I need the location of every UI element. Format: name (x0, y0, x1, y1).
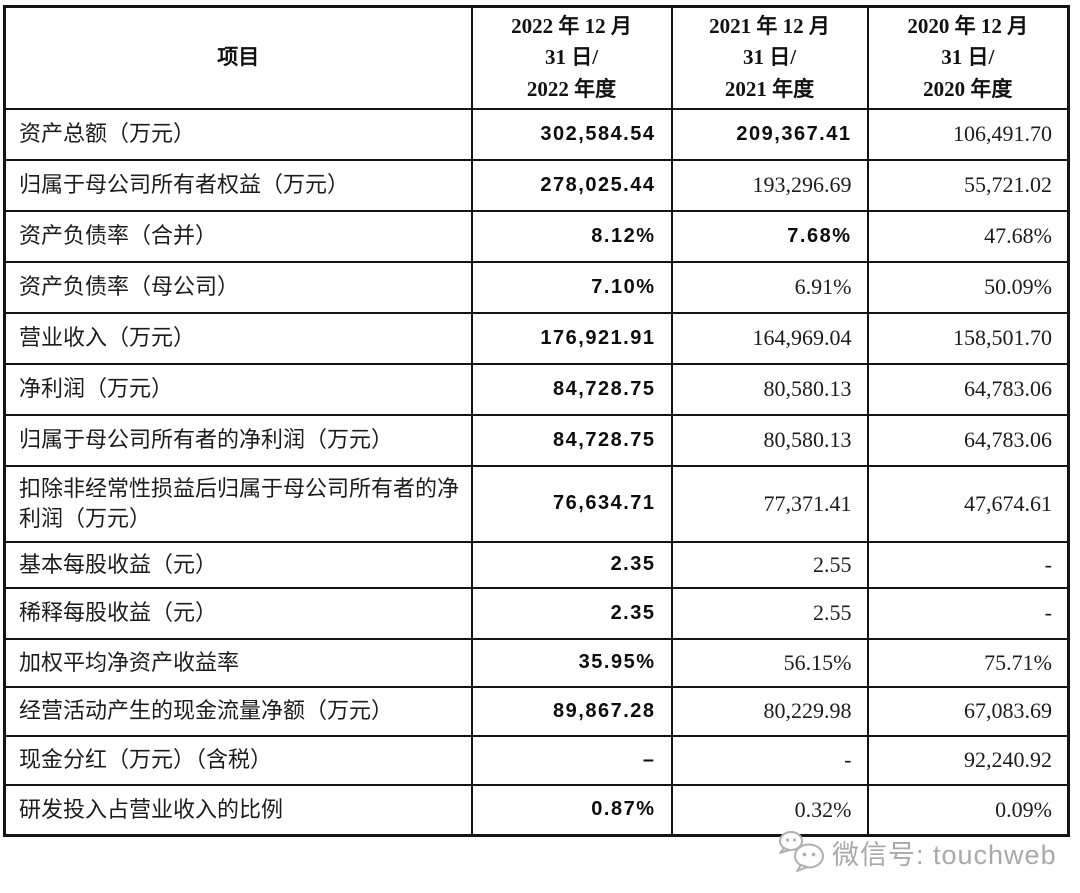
cell-value: - (866, 586, 1070, 640)
cell-item-label: 稀释每股收益（元） (3, 586, 473, 640)
header-line: 31 日/ (742, 45, 797, 69)
wechat-icon (779, 831, 824, 872)
cell-item-label: 扣除非经常性损益后归属于母公司所有者的净利润（万元） (3, 464, 473, 543)
table-row: 基本每股收益（元） 2.35 2.55- (3, 540, 1070, 589)
cell-item-label: 净利润（万元） (3, 362, 473, 416)
financial-summary-table: 项目 2022 年 12 月 31 日/ 2022 年度 2021 年 12 月… (3, 5, 1070, 837)
header-line: 2022 年 12 月 (511, 13, 632, 38)
header-line: 2021 年 12 月 (709, 13, 830, 38)
cell-value: 0.32% (670, 783, 869, 837)
table-row: 扣除非经常性损益后归属于母公司所有者的净利润（万元） 76,634.71 77,37… (3, 464, 1070, 543)
cell-value: 80,580.13 (670, 362, 869, 416)
cell-value: 64,783.06 (866, 362, 1070, 416)
table-row: 资产负债率（合并） 8.12% 7.68% 47.68% (3, 209, 1070, 263)
cell-value: 278,025.44 (470, 158, 673, 212)
cell-value: 8.12% (470, 209, 673, 263)
cell-item-label: 资产负债率（合并） (3, 209, 473, 263)
cell-value: 80,229.98 (670, 685, 869, 737)
header-line: 2020 年度 (923, 76, 1013, 101)
cell-value: 2.35 (470, 586, 673, 640)
cell-item-label: 资产负债率（母公司） (3, 260, 473, 314)
cell-value: - (670, 734, 869, 786)
cell-value: 76,634.71 (470, 464, 673, 543)
table-row: 稀释每股收益（元） 2.35 2.55- (3, 586, 1070, 640)
cell-item-label: 加权平均净资产收益率 (3, 637, 473, 688)
table-row: 经营活动产生的现金流量净额（万元） 89,867.28 80,229.98 67,08… (3, 685, 1070, 737)
column-header-item: 项目 (3, 5, 473, 110)
cell-value: 64,783.06 (866, 413, 1070, 467)
table-row: 现金分红（万元）（含税） – -92,240.92 (3, 734, 1070, 786)
cell-value: 164,969.04 (670, 311, 869, 365)
cell-value: 77,371.41 (670, 464, 869, 543)
cell-item-label: 现金分红（万元）（含税） (3, 734, 473, 786)
column-header-2021: 2021 年 12 月 31 日/ 2021 年度 (670, 5, 869, 110)
cell-value: 35.95% (470, 637, 673, 688)
cell-item-label: 归属于母公司所有者的净利润（万元） (3, 413, 473, 467)
table-row: 归属于母公司所有者的净利润（万元） 84,728.75 80,580.13 64,78… (3, 413, 1070, 467)
cell-item-label: 归属于母公司所有者权益（万元） (3, 158, 473, 212)
cell-value: 47,674.61 (866, 464, 1070, 543)
header-line: 31 日/ (544, 45, 599, 69)
cell-item-label: 营业收入（万元） (3, 311, 473, 365)
cell-value: 84,728.75 (470, 362, 673, 416)
cell-value: 6.91% (670, 260, 869, 314)
cell-value: 47.68% (866, 209, 1070, 263)
cell-value: 80,580.13 (670, 413, 869, 467)
cell-value: 84,728.75 (470, 413, 673, 467)
header-row: 项目 2022 年 12 月 31 日/ 2022 年度 2021 年 12 月… (3, 5, 1070, 110)
cell-value: 0.09% (866, 783, 1070, 837)
cell-value: 302,584.54 (470, 107, 673, 161)
header-line: 31 日/ (941, 45, 995, 69)
cell-value: 106,491.70 (866, 107, 1070, 161)
table-body: 资产总额（万元） 302,584.54 209,367.41 106,491.70 归属… (3, 107, 1070, 837)
cell-value: 55,721.02 (866, 158, 1070, 212)
header-line: 2022 年度 (526, 76, 617, 101)
table-row: 研发投入占营业收入的比例 0.87% 0.32% 0.09% (3, 783, 1070, 837)
cell-item-label: 基本每股收益（元） (3, 540, 473, 589)
cell-value: 89,867.28 (470, 685, 673, 737)
cell-value: 92,240.92 (866, 734, 1070, 786)
table-row: 资产负债率（母公司） 7.10% 6.91% 50.09% (3, 260, 1070, 314)
column-header-2022: 2022 年 12 月 31 日/ 2022 年度 (470, 5, 673, 110)
table-row: 资产总额（万元） 302,584.54 209,367.41 106,491.70 (3, 107, 1070, 161)
cell-value: – (470, 734, 673, 786)
cell-value: 67,083.69 (866, 685, 1070, 737)
header-line: 2020 年 12 月 (907, 13, 1029, 38)
cell-value: 7.68% (670, 209, 869, 263)
table-row: 归属于母公司所有者权益（万元） 278,025.44 193,296.69 55,72… (3, 158, 1070, 212)
cell-value: 158,501.70 (866, 311, 1070, 365)
cell-value: 50.09% (866, 260, 1070, 314)
cell-value: 7.10% (470, 260, 673, 314)
cell-value: 193,296.69 (670, 158, 869, 212)
cell-value: 2.35 (470, 540, 673, 589)
cell-value: - (866, 540, 1070, 589)
cell-item-label: 资产总额（万元） (3, 107, 473, 161)
cell-value: 2.55 (670, 586, 869, 640)
cell-value: 176,921.91 (470, 311, 673, 365)
column-header-2020: 2020 年 12 月 31 日/ 2020 年度 (866, 5, 1070, 110)
watermark: 微信号: touchweb (778, 829, 1057, 875)
cell-value: 75.71% (866, 637, 1070, 688)
cell-value: 209,367.41 (670, 107, 869, 161)
cell-value: 56.15% (670, 637, 869, 688)
watermark-text: 微信号: touchweb (832, 839, 1057, 870)
table-row: 营业收入（万元） 176,921.91 164,969.04 158,501.70 (3, 311, 1070, 365)
header-line: 2021 年度 (724, 76, 815, 101)
cell-value: 2.55 (670, 540, 869, 589)
cell-item-label: 研发投入占营业收入的比例 (3, 783, 473, 837)
cell-value: 0.87% (470, 783, 673, 837)
table-row: 加权平均净资产收益率 35.95% 56.15% 75.71% (3, 637, 1070, 688)
cell-item-label: 经营活动产生的现金流量净额（万元） (3, 685, 473, 737)
table-row: 净利润（万元） 84,728.75 80,580.13 64,783.06 (3, 362, 1070, 416)
